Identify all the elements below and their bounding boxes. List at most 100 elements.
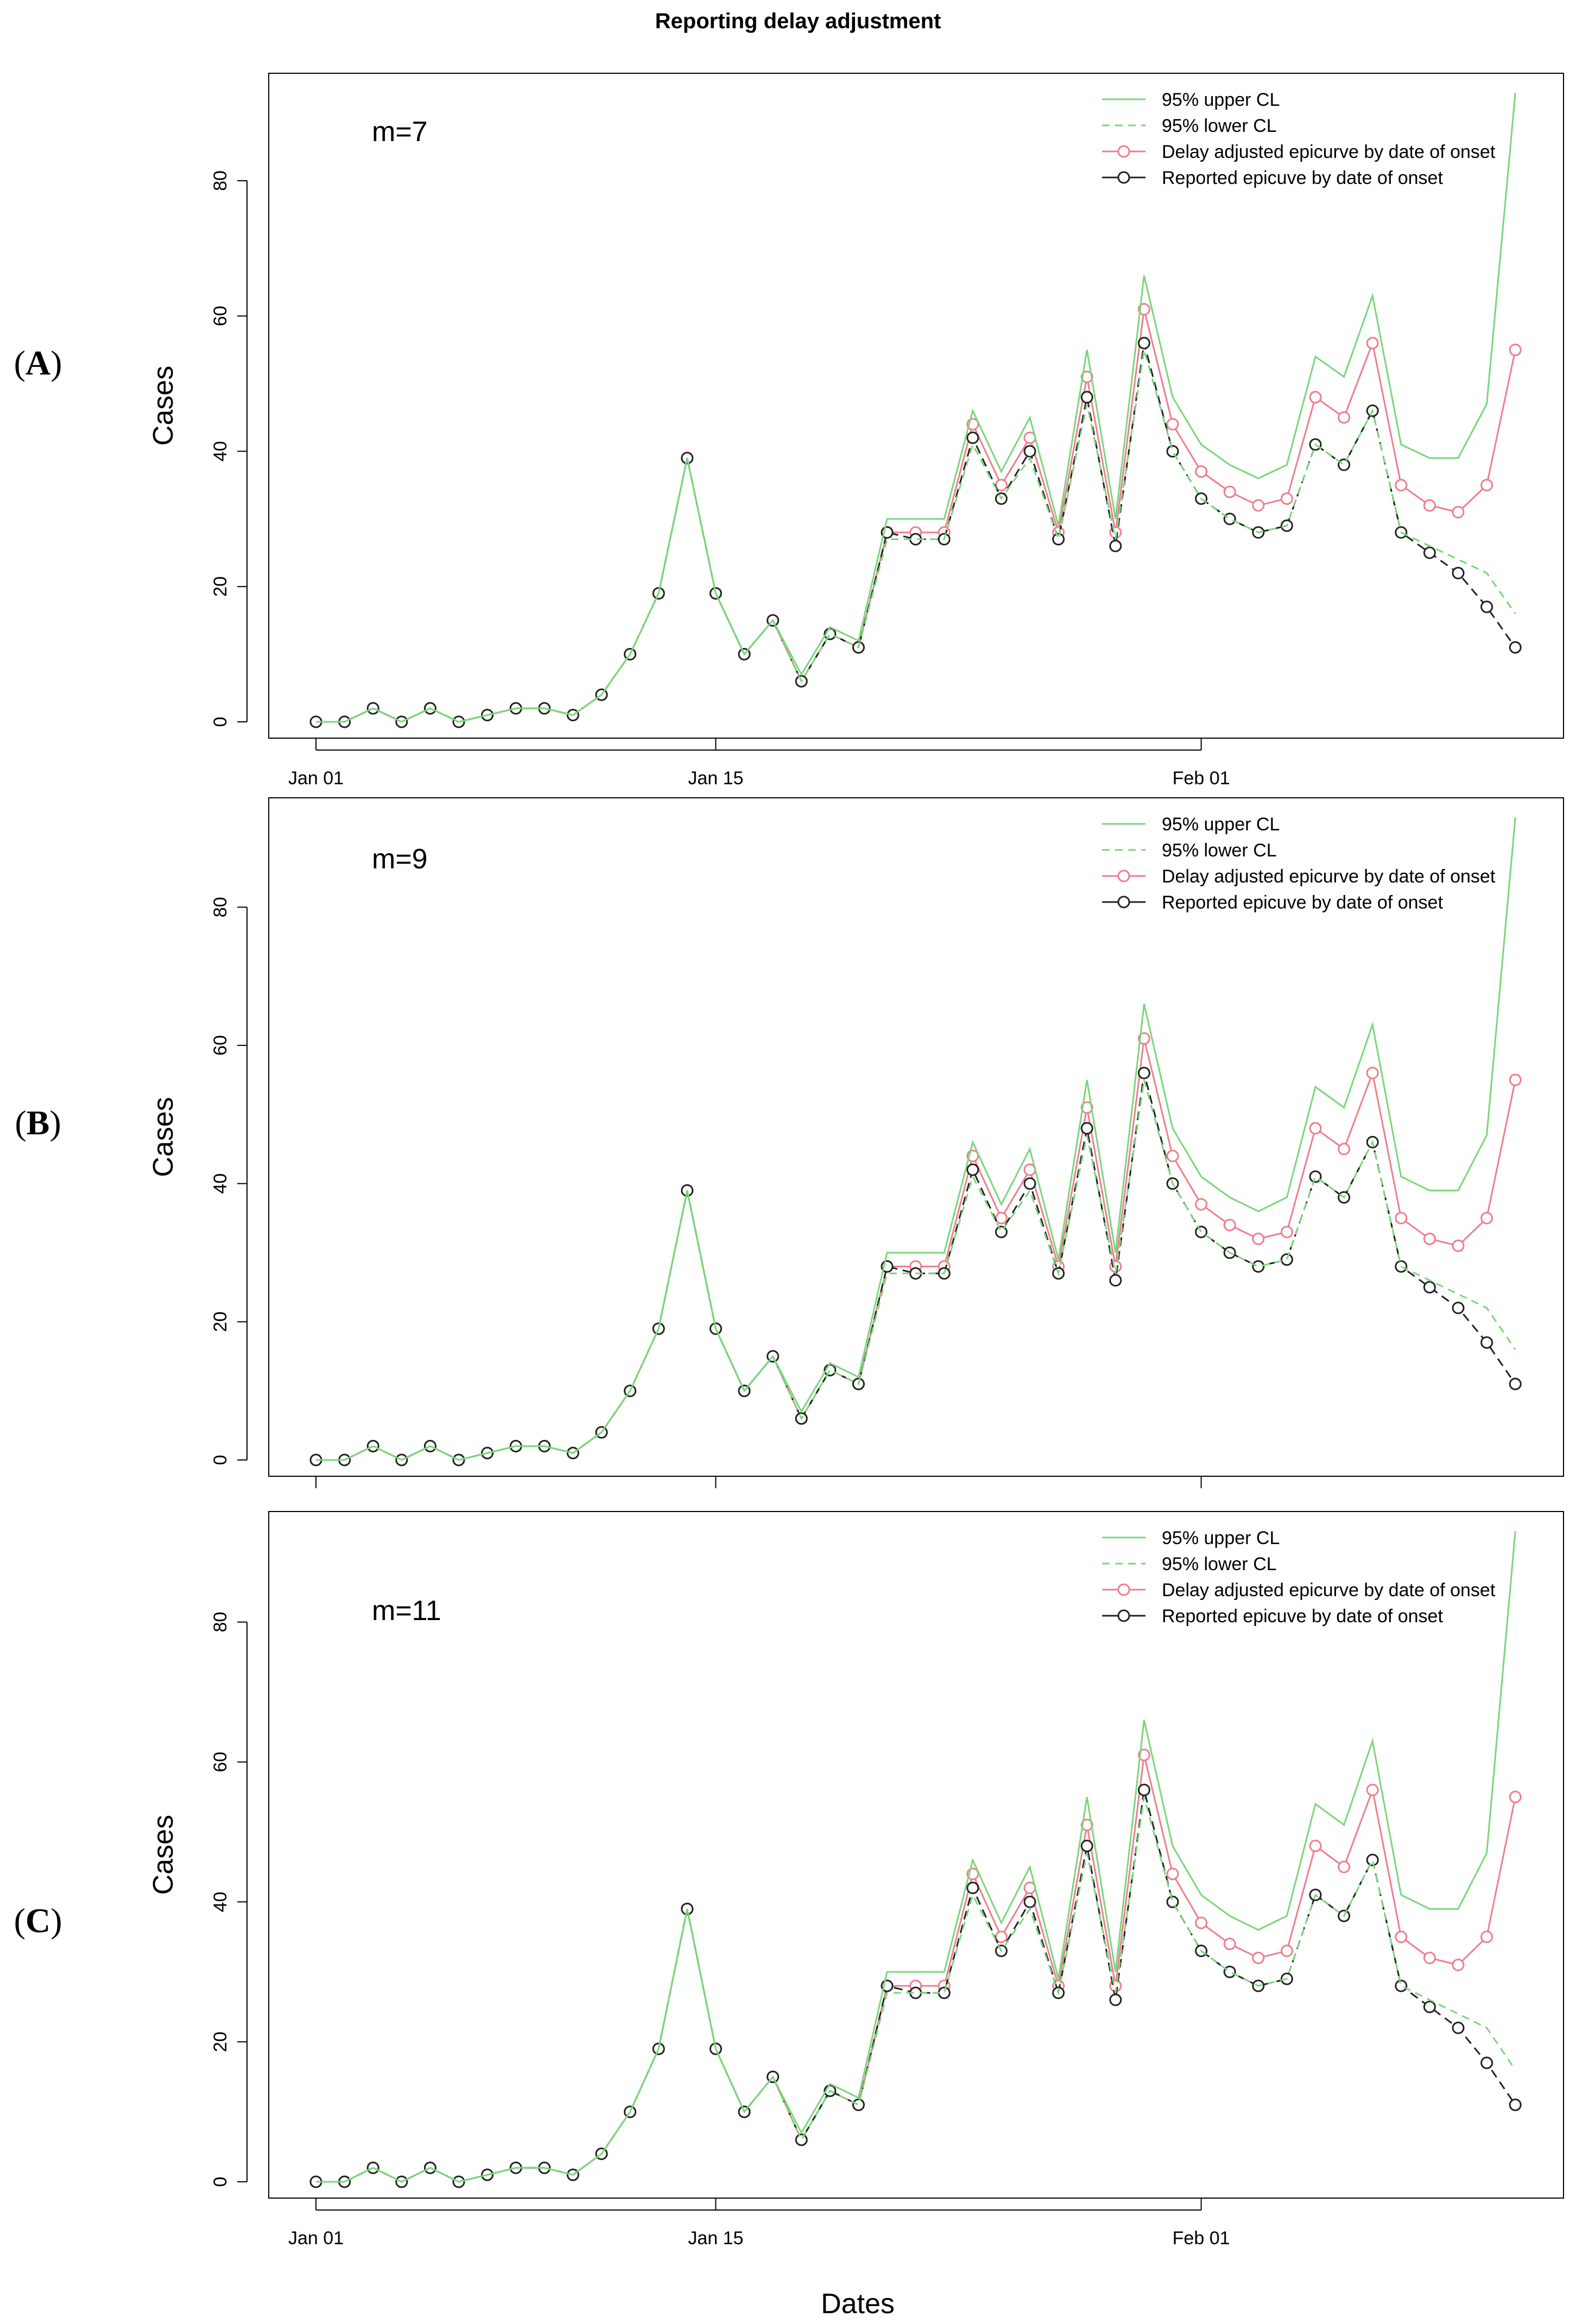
m-annotation: m=11: [372, 1595, 441, 1627]
series-line-1: [316, 1796, 1516, 2183]
data-point: [1109, 539, 1122, 553]
data-point: [1195, 1226, 1208, 1239]
y-tick-label: 0: [210, 2177, 231, 2187]
data-point: [1052, 533, 1065, 546]
y-axis-title: Cases: [148, 1097, 179, 1177]
data-point: [1223, 1938, 1236, 1951]
data-point: [1452, 1958, 1465, 1971]
data-point: [1223, 512, 1236, 525]
data-point: [1195, 1916, 1208, 1929]
data-point: [1195, 465, 1208, 478]
data-point: [1366, 336, 1379, 350]
data-point: [1338, 411, 1351, 424]
data-point: [1395, 1931, 1408, 1944]
data-point: [966, 1163, 979, 1176]
data-point: [1309, 1839, 1322, 1852]
data-point: [1480, 479, 1493, 492]
data-point: [1223, 1218, 1236, 1231]
legend-label: Delay adjusted epicurve by date of onset: [1162, 866, 1496, 887]
data-point: [1338, 1142, 1351, 1155]
data-point: [1080, 1101, 1093, 1114]
data-point: [995, 1226, 1008, 1239]
data-point: [1166, 445, 1179, 458]
y-tick-label: 80: [210, 170, 231, 191]
figure-title: Reporting delay adjustment: [655, 9, 941, 33]
legend-marker: [1117, 171, 1130, 184]
panel-a: 0 20 40 60 80 Cases (A) m=7 Jan 01 Jan 15 Feb 01 95…: [14, 73, 1564, 789]
legend-label: 95% lower CL: [1162, 1554, 1277, 1574]
data-point: [1395, 1979, 1408, 1992]
data-point: [1509, 641, 1522, 654]
x-axis-title: Dates: [821, 2288, 895, 2320]
legend-marker: [1117, 896, 1130, 909]
data-point: [995, 1931, 1008, 1944]
data-point: [1080, 391, 1093, 404]
x-tick-label: Jan 15: [688, 2228, 743, 2249]
data-point: [1223, 485, 1236, 498]
data-point: [1338, 1861, 1351, 1874]
m-annotation: m=9: [372, 843, 428, 875]
legend-label: 95% lower CL: [1162, 840, 1277, 861]
data-point: [1023, 445, 1036, 458]
y-tick-label: 40: [210, 441, 231, 462]
data-point: [1109, 1993, 1122, 2006]
data-point: [1366, 1853, 1379, 1866]
panels-group: 0 20 40 60 80 Cases (A) m=7 Jan 01 Jan 15 Feb 01 95…: [14, 73, 1564, 2249]
data-point: [1166, 1150, 1179, 1163]
data-point: [1137, 336, 1150, 350]
data-point: [995, 1211, 1008, 1224]
data-point: [1423, 1951, 1436, 1964]
y-axis-title: Cases: [148, 366, 179, 446]
data-point: [1509, 1790, 1522, 1804]
y-tick-label: 20: [210, 576, 231, 597]
y-tick-label: 20: [210, 2031, 231, 2052]
data-point: [1509, 1074, 1522, 1087]
data-point: [1480, 1931, 1493, 1944]
data-point: [1195, 1198, 1208, 1211]
data-point: [1080, 1818, 1093, 1831]
data-point: [1109, 1274, 1122, 1287]
data-point: [1252, 1951, 1265, 1964]
data-point: [1366, 1783, 1379, 1796]
plot-frame: [268, 73, 1564, 739]
y-tick-label: 0: [210, 717, 231, 727]
y-tick-label: 40: [210, 1173, 231, 1194]
legend-label: Delay adjusted epicurve by date of onset: [1162, 1580, 1496, 1601]
data-point: [1338, 458, 1351, 471]
data-point: [1395, 1211, 1408, 1224]
data-point: [1280, 492, 1293, 505]
x-tick-label: Feb 01: [1173, 768, 1230, 789]
legend-label: Delay adjusted epicurve by date of onset: [1162, 142, 1496, 162]
data-point: [1023, 1895, 1036, 1908]
panel-b: 0 20 40 60 80 Cases (B) m=9 95% upper CL 95% lowe…: [15, 797, 1564, 1488]
data-point: [1137, 1783, 1150, 1796]
legend-label: 95% lower CL: [1162, 116, 1277, 136]
data-point: [1137, 1749, 1150, 1762]
y-tick-label: 80: [210, 1612, 231, 1633]
panel-c: 0 20 40 60 80 Cases (C) m=11 Jan 01 Jan 15 Feb 01 9…: [14, 1511, 1564, 2249]
data-point: [1252, 499, 1265, 512]
y-tick-label: 60: [210, 306, 231, 326]
data-point: [1080, 1839, 1093, 1852]
data-point: [1137, 303, 1150, 316]
data-point: [1166, 1868, 1179, 1881]
data-point: [1309, 391, 1322, 404]
data-point: [1480, 1211, 1493, 1224]
data-point: [1395, 479, 1408, 492]
data-point: [1023, 1177, 1036, 1190]
y-tick-label: 60: [210, 1035, 231, 1056]
legend-label: 95% upper CL: [1162, 90, 1280, 110]
m-annotation: m=7: [372, 116, 428, 148]
y-tick-label: 60: [210, 1752, 231, 1773]
data-point: [1280, 1226, 1293, 1239]
data-point: [1423, 499, 1436, 512]
series-line-1: [316, 1080, 1516, 1461]
x-tick-label: Jan 15: [688, 768, 743, 789]
data-point: [1480, 1336, 1493, 1349]
data-point: [1166, 418, 1179, 431]
data-point: [1423, 1233, 1436, 1246]
data-point: [1309, 1122, 1322, 1135]
data-point: [1280, 1253, 1293, 1266]
data-point: [1080, 1122, 1093, 1135]
legend-label: 95% upper CL: [1162, 814, 1280, 835]
